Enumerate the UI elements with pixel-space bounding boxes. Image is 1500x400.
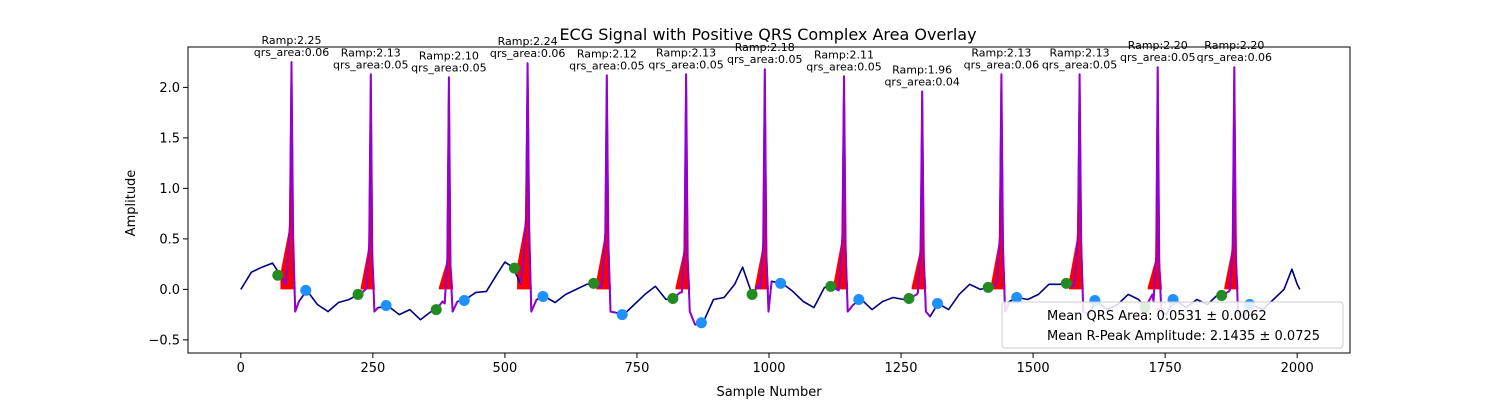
qrs-onset-marker-1 <box>272 269 284 281</box>
legend: Mean QRS Area: 0.0531 ± 0.0062 Mean R-Pea… <box>1001 301 1344 349</box>
legend-entry-1: Mean QRS Area: 0.0531 ± 0.0062 <box>1047 309 1267 324</box>
qrs-segment-5 <box>593 74 616 314</box>
qrs-area-label-7: qrs_area:0.05 <box>727 53 802 66</box>
qrs-segment-1 <box>279 61 300 313</box>
y-tick-label: 2.0 <box>159 81 180 96</box>
qrs-offset-marker-7 <box>775 277 787 289</box>
y-tick-label: 0.5 <box>159 232 180 247</box>
qrs-onset-marker-7 <box>746 288 758 300</box>
qrs-offset-marker-4 <box>537 290 549 302</box>
x-tick-label: 500 <box>492 361 517 376</box>
y-tick-label: −0.5 <box>148 333 180 348</box>
y-tick-label: 1.5 <box>159 131 180 146</box>
qrs-segment-11 <box>1066 73 1090 316</box>
r-peak-amplitude-label-12: Ramp:2.20 <box>1128 39 1188 52</box>
qrs-area-label-5: qrs_area:0.05 <box>569 59 644 72</box>
x-tick-label: 250 <box>360 361 385 376</box>
r-peak-amplitude-label-6: Ramp:2.13 <box>656 46 716 59</box>
qrs-area-label-4: qrs_area:0.06 <box>490 47 565 60</box>
qrs-segment-9 <box>908 90 931 318</box>
r-peak-amplitude-label-9: Ramp:1.96 <box>892 63 952 76</box>
qrs-segment-3 <box>435 76 459 313</box>
r-peak-amplitude-label-10: Ramp:2.13 <box>971 46 1031 59</box>
r-peak-amplitude-label-8: Ramp:2.11 <box>814 48 874 61</box>
qrs-offset-marker-9 <box>931 298 943 310</box>
qrs-segment-7 <box>751 68 773 313</box>
r-peak-amplitude-label-1: Ramp:2.25 <box>262 34 322 47</box>
qrs-area-label-9: qrs_area:0.04 <box>884 75 959 88</box>
x-tick-label: 0 <box>237 361 245 376</box>
r-peak-amplitude-label-2: Ramp:2.13 <box>341 46 401 59</box>
qrs-segment-6 <box>672 73 697 326</box>
x-tick-label: 2000 <box>1281 361 1314 376</box>
legend-box <box>1001 301 1344 349</box>
r-peak-amplitude-label-7: Ramp:2.18 <box>735 41 795 54</box>
qrs-area-label-6: qrs_area:0.05 <box>648 58 723 71</box>
x-tick-label: 1750 <box>1149 361 1182 376</box>
qrs-onset-marker-4 <box>508 262 520 274</box>
qrs-onset-marker-11 <box>1060 277 1072 289</box>
qrs-area-label-1: qrs_area:0.06 <box>254 46 329 59</box>
y-tick-label: 1.0 <box>159 182 180 197</box>
y-tick-label: 0.0 <box>159 283 180 298</box>
r-peak-amplitude-label-5: Ramp:2.12 <box>577 47 637 60</box>
qrs-onset-marker-3 <box>430 304 442 316</box>
qrs-onset-marker-5 <box>588 277 600 289</box>
qrs-onset-marker-10 <box>982 281 994 293</box>
axes: 0 250 500 750 1000 1250 1500 1750 2000 −0.5 0.0 0.5… <box>148 46 1351 376</box>
qrs-offset-marker-8 <box>853 293 865 305</box>
x-axis-label: Sample Number <box>716 385 822 400</box>
y-axis-label: Amplitude <box>124 170 139 237</box>
qrs-onset-marker-13 <box>1216 289 1228 301</box>
qrs-area-label-12: qrs_area:0.05 <box>1120 51 1195 64</box>
qrs-segment-2 <box>357 73 379 313</box>
qrs-offset-marker-10 <box>1011 291 1023 303</box>
qrs-area-label-10: qrs_area:0.06 <box>964 58 1039 71</box>
qrs-onset-marker-2 <box>352 288 364 300</box>
qrs-area-label-13: qrs_area:0.06 <box>1197 51 1272 64</box>
qrs-segment-4 <box>519 62 538 313</box>
qrs-segment-8 <box>830 75 855 313</box>
x-tick-label: 1250 <box>884 361 917 376</box>
qrs-segment-10 <box>987 73 1011 313</box>
x-tick-label: 750 <box>625 361 650 376</box>
qrs-offset-marker-1 <box>300 284 312 296</box>
r-peak-amplitude-label-13: Ramp:2.20 <box>1204 39 1264 52</box>
r-peak-amplitude-label-4: Ramp:2.24 <box>498 35 558 48</box>
x-tick-label: 1500 <box>1017 361 1050 376</box>
qrs-offset-marker-6 <box>695 317 707 329</box>
r-peak-amplitude-label-3: Ramp:2.10 <box>419 49 479 62</box>
qrs-onset-marker-8 <box>825 280 837 292</box>
x-tick-label: 1000 <box>752 361 785 376</box>
qrs-area-label-8: qrs_area:0.05 <box>806 60 881 73</box>
legend-entry-2: Mean R-Peak Amplitude: 2.1435 ± 0.0725 <box>1047 329 1320 344</box>
qrs-area-label-2: qrs_area:0.05 <box>333 58 408 71</box>
qrs-offset-marker-2 <box>380 300 392 312</box>
qrs-area-label-11: qrs_area:0.05 <box>1042 58 1117 71</box>
qrs-onset-marker-9 <box>903 292 915 304</box>
qrs-offset-marker-3 <box>458 294 470 306</box>
r-peak-amplitude-label-11: Ramp:2.13 <box>1050 46 1110 59</box>
qrs-onset-marker-6 <box>667 292 679 304</box>
chart-title: ECG Signal with Positive QRS Complex Are… <box>559 25 976 44</box>
qrs-area-label-3: qrs_area:0.05 <box>411 61 486 74</box>
qrs-offset-marker-5 <box>616 309 628 321</box>
